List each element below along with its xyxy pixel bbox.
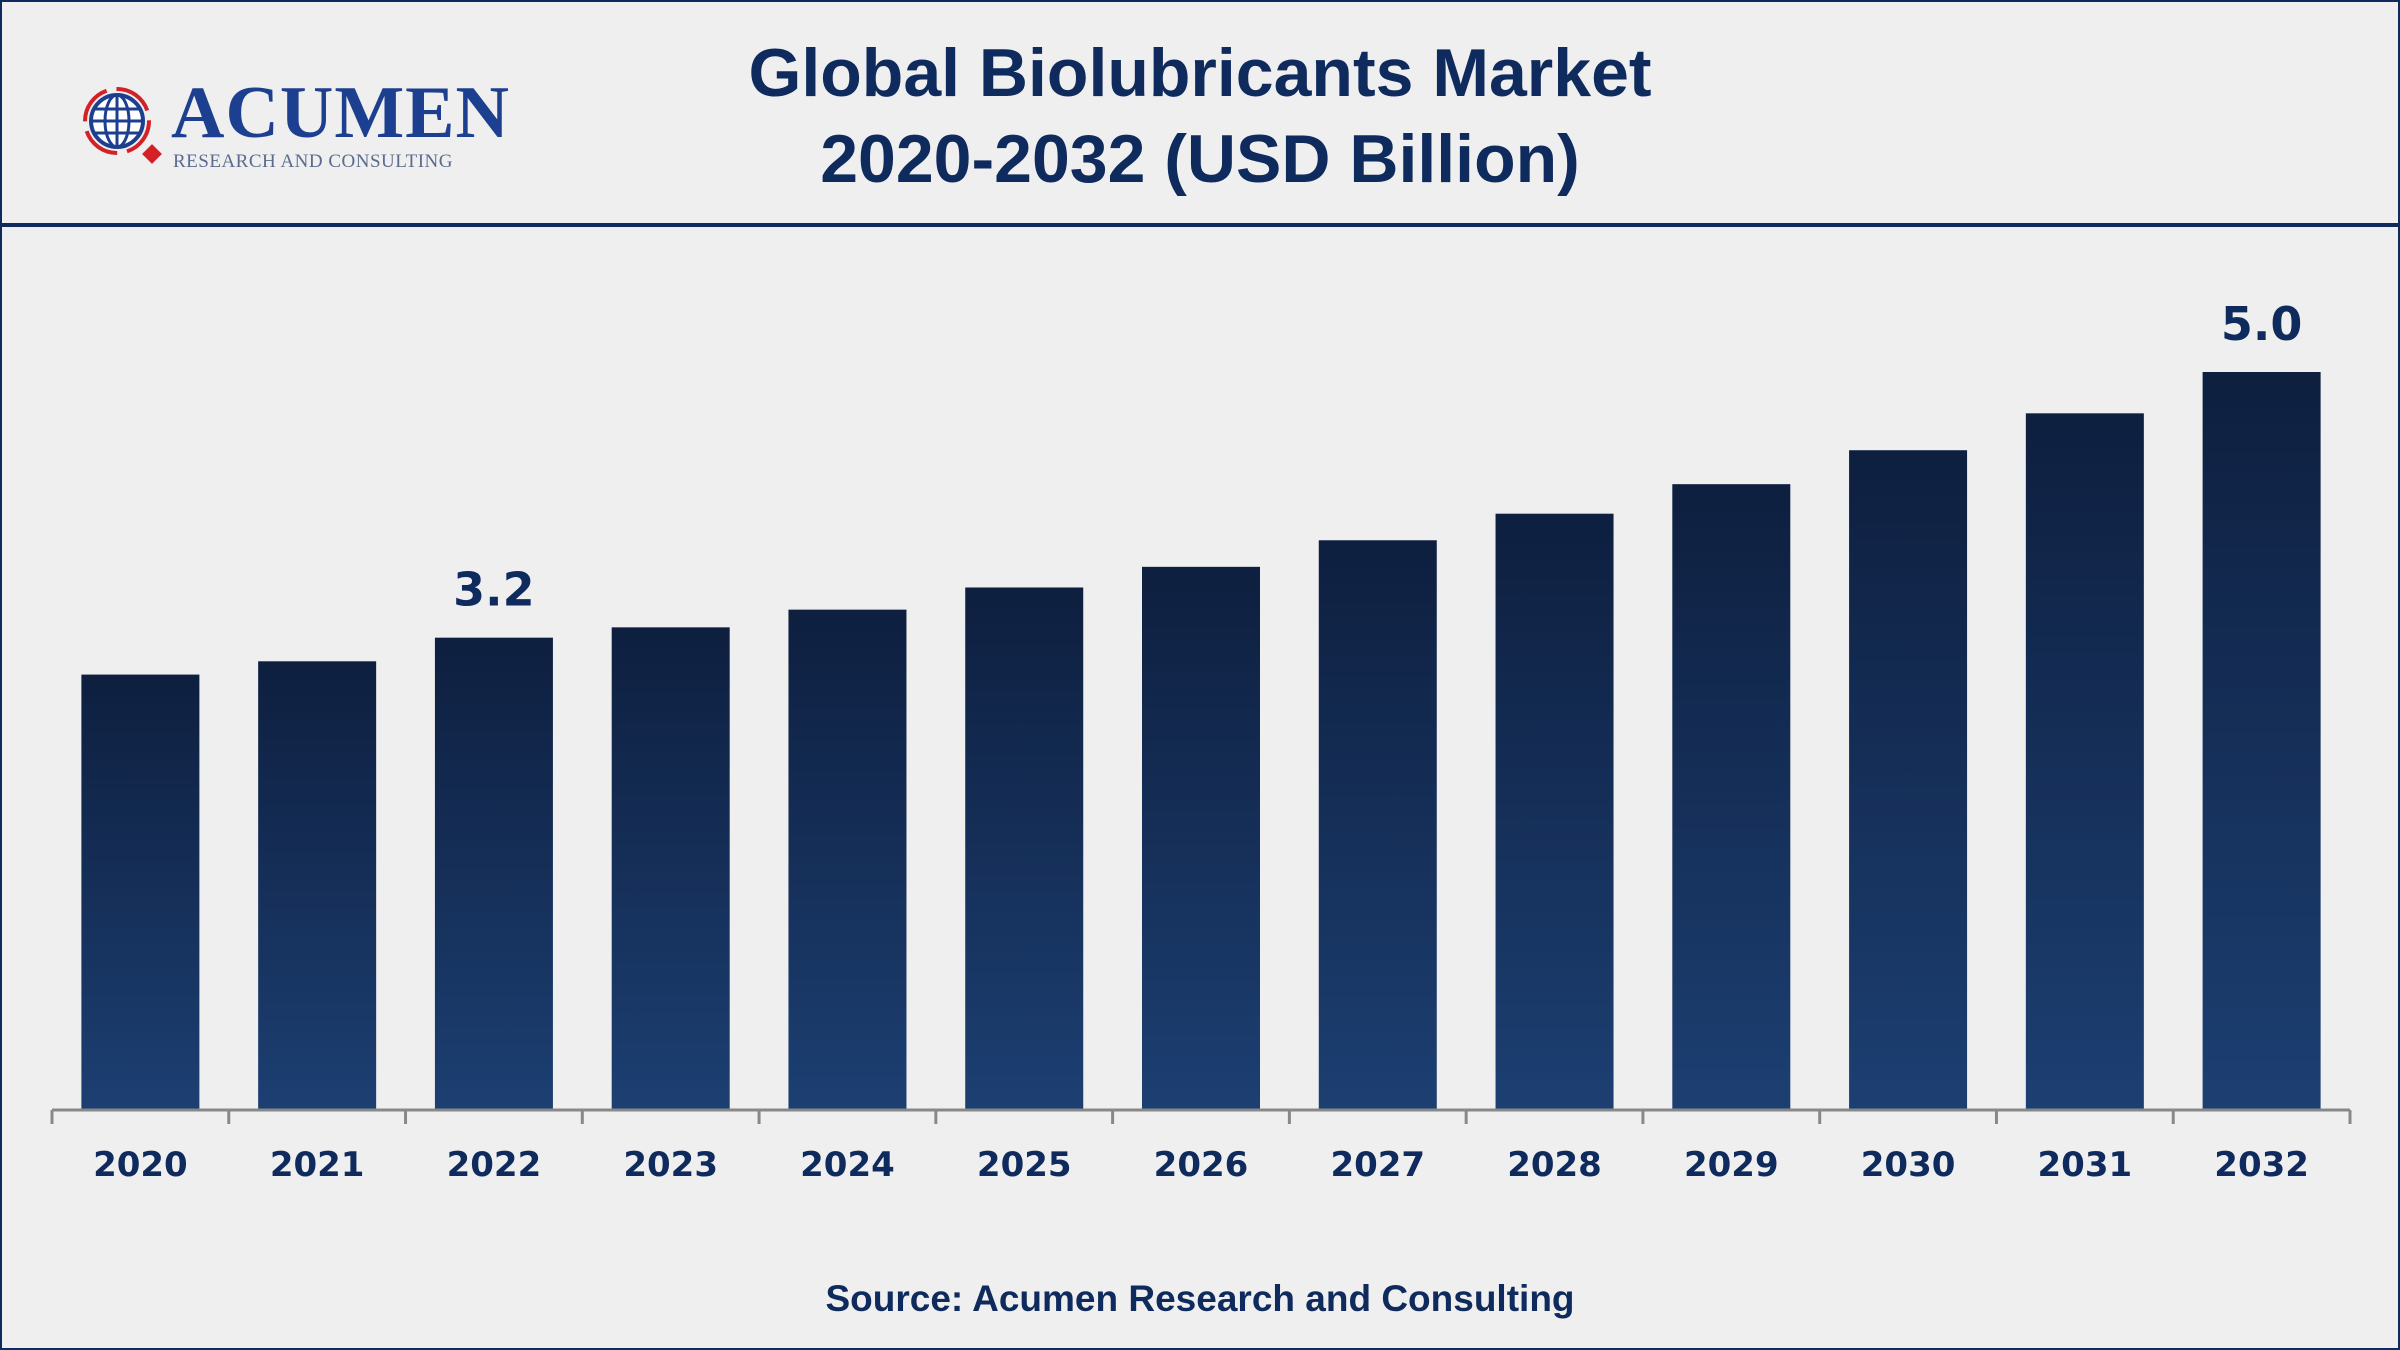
bar-2028 xyxy=(1495,513,1614,1110)
x-tick-label: 2027 xyxy=(1330,1145,1425,1185)
x-tick-label: 2020 xyxy=(93,1145,188,1185)
bar-2023 xyxy=(611,627,730,1110)
bar-2025 xyxy=(965,587,1084,1110)
logo-wordmark: ACUMEN xyxy=(171,72,510,154)
bar-2020 xyxy=(81,674,200,1110)
x-tick-label: 2023 xyxy=(623,1145,718,1185)
source-note: Source: Acumen Research and Consulting xyxy=(825,1278,1575,1319)
title-line-2: 2020-2032 (USD Billion) xyxy=(820,121,1580,197)
logo-tagline: RESEARCH AND CONSULTING xyxy=(173,151,453,172)
bar-2030 xyxy=(1849,450,1968,1110)
data-label: 3.2 xyxy=(453,563,535,617)
x-tick-label: 2022 xyxy=(447,1145,542,1185)
bar-2029 xyxy=(1672,484,1791,1110)
bar-2021 xyxy=(258,661,377,1110)
header-divider xyxy=(0,223,2400,227)
x-tick-label: 2028 xyxy=(1507,1145,1602,1185)
acumen-logo: ACUMEN RESEARCH AND CONSULTING xyxy=(75,72,509,175)
bar-2027 xyxy=(1318,540,1437,1110)
x-tick-label: 2029 xyxy=(1684,1145,1779,1185)
chart-title: Global Biolubricants Market 2020-2032 (U… xyxy=(600,30,1800,202)
x-tick-label: 2021 xyxy=(270,1145,365,1185)
bar-2031 xyxy=(2025,413,2144,1110)
x-tick-label: 2031 xyxy=(2038,1145,2133,1185)
x-tick-label: 2032 xyxy=(2214,1145,2309,1185)
bar-2032 xyxy=(2202,372,2321,1110)
title-line-1: Global Biolubricants Market xyxy=(748,35,1652,111)
bar-2026 xyxy=(1142,566,1260,1110)
bar-2022 xyxy=(434,637,553,1110)
x-tick-label: 2026 xyxy=(1154,1145,1249,1185)
globe-icon xyxy=(83,87,162,164)
bar-2024 xyxy=(788,609,907,1110)
x-tick-label: 2030 xyxy=(1861,1145,1956,1185)
x-tick-label: 2025 xyxy=(977,1145,1072,1185)
x-tick-label: 2024 xyxy=(800,1145,895,1185)
data-label: 5.0 xyxy=(2221,297,2303,351)
